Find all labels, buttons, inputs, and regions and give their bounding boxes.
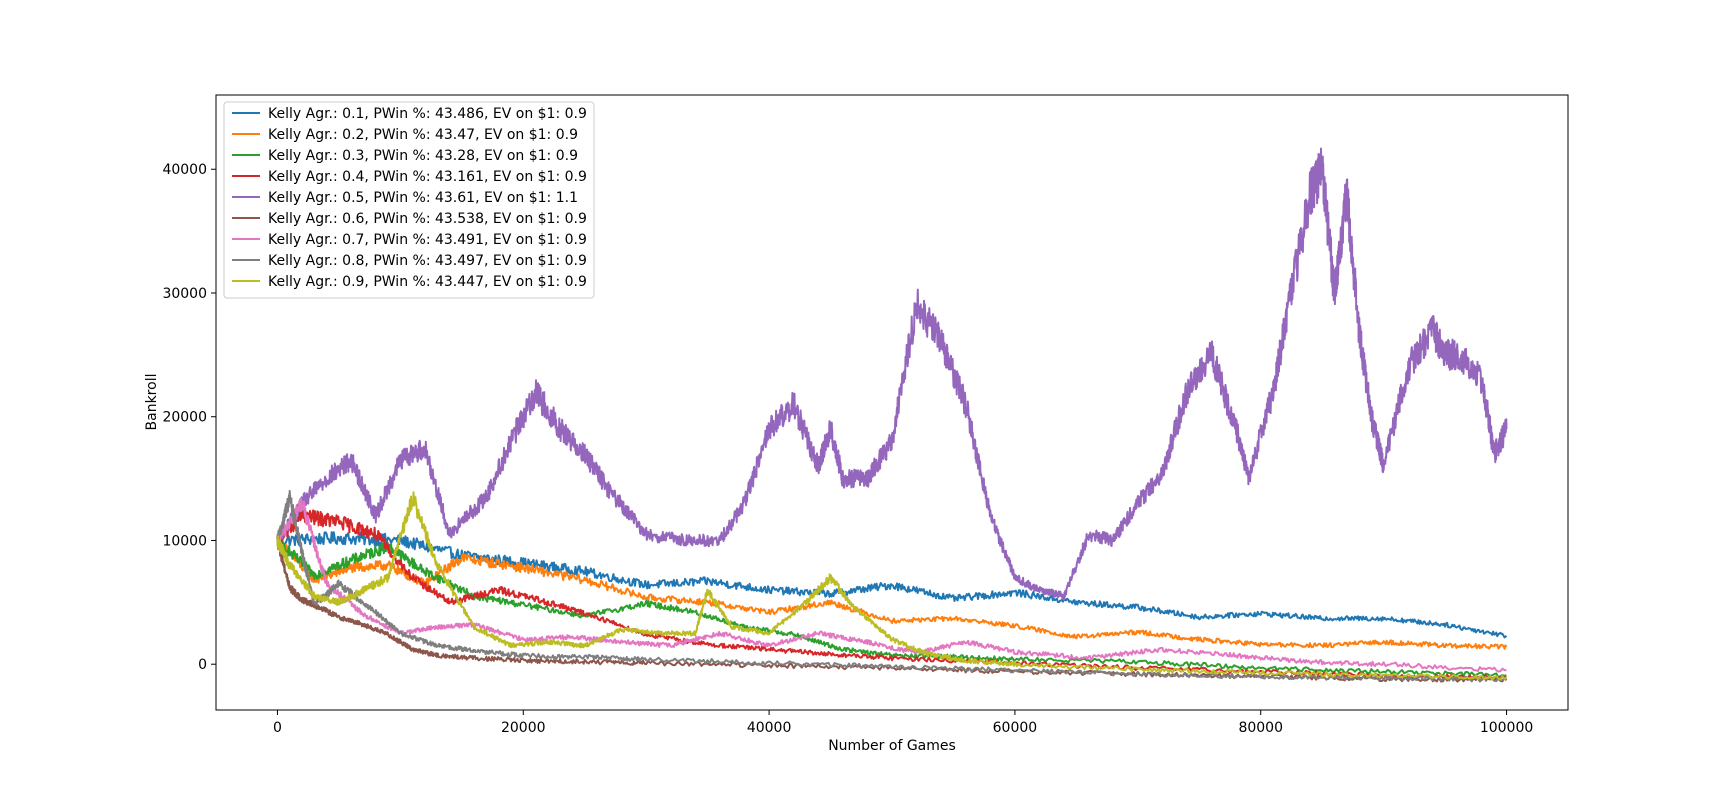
plot-frame bbox=[215, 94, 1569, 711]
x-axis-label: Number of Games bbox=[828, 738, 956, 754]
y-tick-label: 30000 bbox=[162, 286, 207, 302]
legend-label: Kelly Agr.: 0.7, PWin %: 43.491, EV on $… bbox=[268, 232, 587, 248]
legend-label: Kelly Agr.: 0.3, PWin %: 43.28, EV on $1… bbox=[268, 148, 578, 164]
y-axis-label: Bankroll bbox=[144, 374, 160, 431]
legend-label: Kelly Agr.: 0.1, PWin %: 43.486, EV on $… bbox=[268, 106, 587, 122]
legend-label: Kelly Agr.: 0.2, PWin %: 43.47, EV on $1… bbox=[268, 127, 578, 143]
x-tick-label: 100000 bbox=[1480, 720, 1533, 736]
x-tick-label: 60000 bbox=[993, 720, 1038, 736]
legend-label: Kelly Agr.: 0.4, PWin %: 43.161, EV on $… bbox=[268, 169, 587, 185]
legend-label: Kelly Agr.: 0.8, PWin %: 43.497, EV on $… bbox=[268, 253, 587, 269]
y-tick-label: 40000 bbox=[162, 162, 207, 178]
x-tick-label: 40000 bbox=[747, 720, 792, 736]
y-axis: 0 10000 20000 30000 40000 bbox=[162, 162, 216, 673]
series-line bbox=[276, 147, 1508, 601]
legend-label: Kelly Agr.: 0.5, PWin %: 43.61, EV on $1… bbox=[268, 190, 578, 206]
legend-box bbox=[223, 101, 595, 299]
x-tick-label: 20000 bbox=[501, 720, 546, 736]
legend: Kelly Agr.: 0.1, PWin %: 43.486, EV on $… bbox=[223, 101, 595, 299]
x-tick-label: 0 bbox=[273, 720, 282, 736]
y-tick-label: 20000 bbox=[162, 410, 207, 426]
legend-label: Kelly Agr.: 0.6, PWin %: 43.538, EV on $… bbox=[268, 211, 587, 227]
series-line bbox=[276, 498, 1507, 673]
series-layer bbox=[276, 147, 1508, 683]
x-axis: 0 20000 40000 60000 80000 100000 bbox=[273, 710, 1533, 736]
series-line bbox=[276, 491, 1507, 681]
x-tick-label: 80000 bbox=[1238, 720, 1283, 736]
series-line bbox=[276, 489, 1507, 683]
y-tick-label: 10000 bbox=[162, 533, 207, 549]
y-tick-label: 0 bbox=[198, 657, 207, 673]
legend-label: Kelly Agr.: 0.9, PWin %: 43.447, EV on $… bbox=[268, 274, 587, 290]
